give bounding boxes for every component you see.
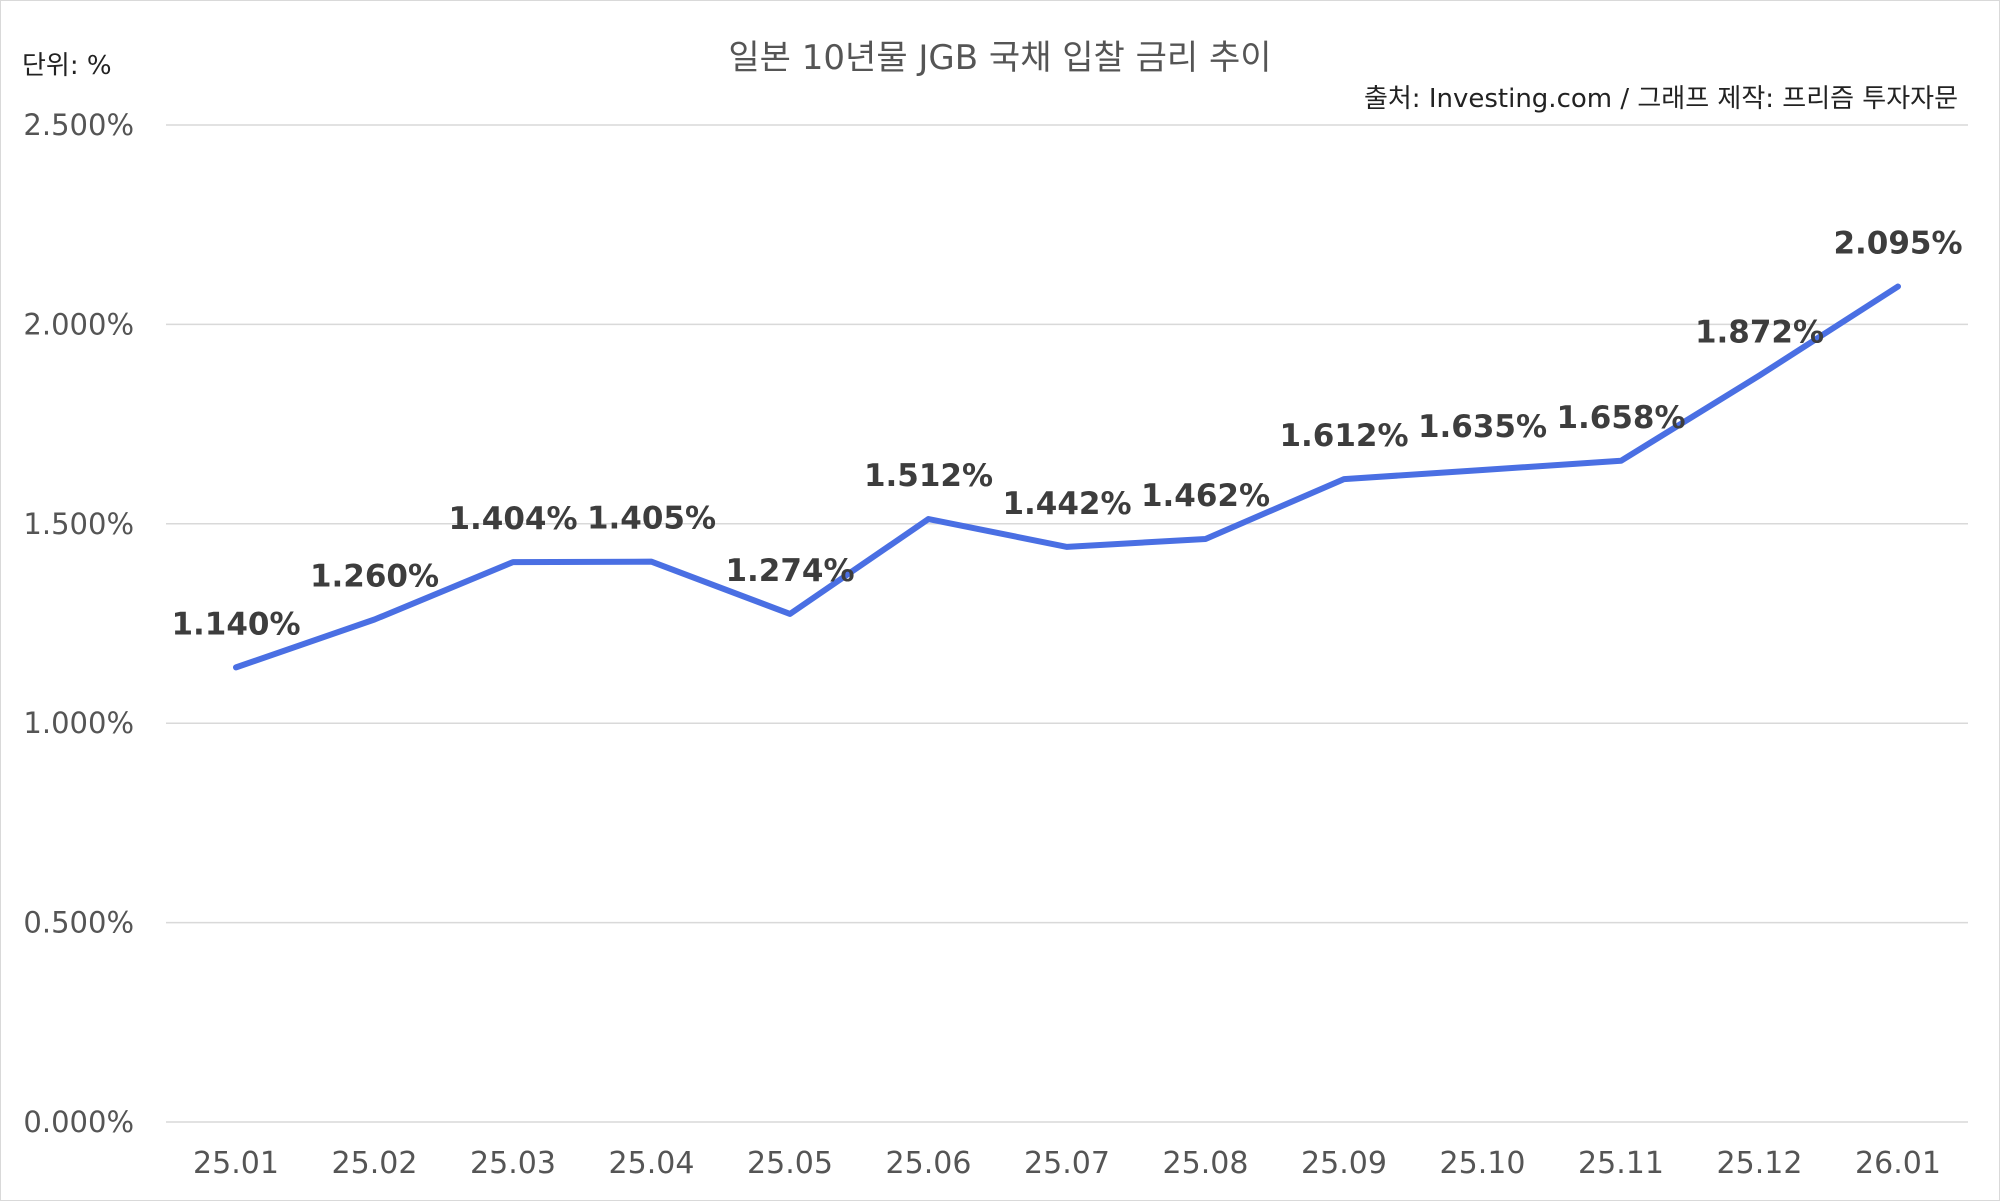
data-label: 1.872% <box>1695 314 1824 350</box>
gridlines <box>166 124 1968 1123</box>
data-label: 1.462% <box>1141 478 1270 514</box>
series-line <box>233 283 1901 671</box>
y-tick-label: 0.000% <box>23 1105 134 1139</box>
y-tick-label: 2.000% <box>23 307 134 341</box>
data-labels: 1.140% 1.260%1.404% 1.405%1.274% 1.512%1.44… <box>171 226 1962 643</box>
unit-label: 단위: % <box>22 51 112 81</box>
series-line-group <box>233 283 1901 671</box>
data-label: 1.635% <box>1418 409 1547 445</box>
x-tick-label: 25.08 <box>1163 1146 1249 1181</box>
data-label: 2.095% <box>1833 226 1962 262</box>
x-tick-label: 26.01 <box>1855 1146 1941 1181</box>
data-label: 1.260% <box>310 559 439 595</box>
x-tick-label: 25.03 <box>470 1146 556 1181</box>
data-label: 1.274% <box>725 553 854 589</box>
x-tick-label: 25.06 <box>886 1146 972 1181</box>
data-label: 1.140% <box>171 606 300 642</box>
x-tick-label: 25.04 <box>609 1146 695 1181</box>
chart-title: 일본 10년물 JGB 국채 입찰 금리 추이 <box>728 38 1272 78</box>
data-label: 1.442% <box>1002 486 1131 522</box>
x-axis-ticks: 25.01 25.02 25.03 25.04 25.05 25.06 25.07 25.08… <box>193 1146 1941 1181</box>
y-tick-label: 1.500% <box>23 507 134 541</box>
data-label: 1.512% <box>864 458 993 494</box>
x-tick-label: 25.01 <box>193 1146 279 1181</box>
data-label: 1.405% <box>587 501 716 537</box>
data-label: 1.612% <box>1279 418 1408 454</box>
x-tick-label: 25.09 <box>1301 1146 1387 1181</box>
data-label: 1.404% <box>448 501 577 537</box>
x-tick-label: 25.11 <box>1578 1146 1664 1181</box>
y-tick-label: 2.500% <box>23 108 134 142</box>
x-tick-label: 25.05 <box>747 1146 833 1181</box>
x-tick-label: 25.07 <box>1024 1146 1110 1181</box>
y-tick-label: 0.500% <box>23 906 134 940</box>
x-tick-label: 25.10 <box>1440 1146 1526 1181</box>
source-note: 출처: Investing.com / 그래프 제작: 프리즘 투자자문 <box>1363 84 1958 114</box>
y-axis-ticks: 0.000% 0.500% 1.000% 1.500% 2.000% 2.500% <box>23 108 134 1139</box>
x-tick-label: 25.02 <box>332 1146 418 1181</box>
x-tick-label: 25.12 <box>1717 1146 1803 1181</box>
y-tick-label: 1.000% <box>23 706 134 740</box>
data-label: 1.658% <box>1556 400 1685 436</box>
